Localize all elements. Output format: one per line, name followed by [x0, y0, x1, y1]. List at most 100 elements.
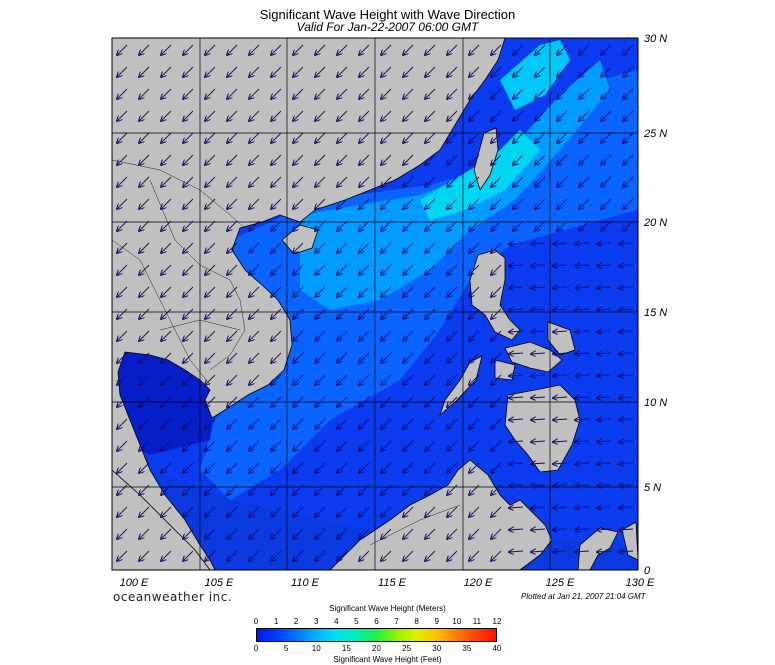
wave-arrow	[557, 132, 568, 143]
wave-arrow	[183, 396, 194, 407]
wave-arrow	[293, 484, 304, 495]
wave-arrow	[271, 374, 282, 385]
wave-arrow	[315, 330, 326, 341]
wave-arrow	[597, 507, 612, 508]
wave-arrow	[139, 308, 150, 319]
wave-arrow	[315, 550, 326, 561]
wave-arrow	[183, 462, 194, 473]
wave-arrow	[183, 44, 194, 55]
wave-arrow	[381, 44, 392, 55]
wave-arrow	[447, 220, 458, 231]
wave-zone-low-south	[112, 470, 638, 570]
wave-arrow	[575, 331, 590, 332]
colorbar-feet-tick: 15	[341, 644, 351, 653]
map-subtitle: Valid For Jan-22-2007 06:00 GMT	[296, 20, 479, 34]
wave-arrow	[579, 198, 590, 209]
plotted-timestamp: Plotted at Jan 21, 2007 21:04 GMT	[521, 592, 646, 601]
wave-arrow	[579, 110, 590, 121]
wave-arrow	[553, 441, 568, 442]
wave-arrow	[205, 374, 216, 385]
lon-label: 110 E	[291, 577, 320, 589]
wave-arrow	[161, 484, 172, 495]
wave-arrow	[509, 507, 524, 508]
wave-arrow	[535, 66, 546, 77]
wave-arrow	[161, 440, 172, 451]
colorbar-meter-tick: 1	[273, 617, 279, 626]
wave-arrow	[337, 374, 348, 385]
halmahera-island	[621, 521, 638, 561]
wave-arrow	[139, 418, 150, 429]
wave-arrow	[337, 484, 348, 495]
lon-label: 125 E	[546, 577, 575, 589]
wave-arrow	[575, 463, 590, 464]
wave-arrow	[359, 440, 370, 451]
wave-arrow	[249, 528, 260, 539]
wave-arrow	[161, 88, 172, 99]
wave-arrow	[337, 198, 348, 209]
wave-arrow	[509, 551, 524, 552]
wave-arrow	[227, 242, 238, 253]
wave-arrow	[205, 308, 216, 319]
wave-arrow	[227, 352, 238, 363]
wave-arrow	[403, 396, 414, 407]
wave-arrow	[249, 242, 260, 253]
wave-arrow	[183, 66, 194, 77]
lat-label: 5 N	[644, 482, 661, 494]
wave-arrow	[227, 418, 238, 429]
wave-arrow	[619, 397, 634, 398]
wave-arrow	[381, 242, 392, 253]
wave-arrow	[597, 463, 612, 464]
wave-arrow	[293, 550, 304, 561]
wave-arrow	[531, 529, 546, 530]
wave-arrow	[535, 44, 546, 55]
wave-arrow	[359, 374, 370, 385]
wave-arrow	[531, 331, 546, 332]
wave-arrow	[139, 462, 150, 473]
wave-arrow	[359, 484, 370, 495]
wave-arrow	[381, 462, 392, 473]
wave-arrow	[117, 110, 128, 121]
colorbar-feet-tick: 20	[372, 644, 381, 653]
wave-arrow	[557, 154, 568, 165]
wave-arrow	[447, 330, 458, 341]
wave-arrow	[337, 550, 348, 561]
wave-arrow	[227, 374, 238, 385]
wave-arrow	[619, 243, 634, 244]
wave-arrow	[469, 176, 480, 187]
wave-arrow	[619, 441, 634, 442]
wave-arrow	[597, 243, 612, 244]
wave-arrow	[293, 110, 304, 121]
wave-arrow	[619, 331, 634, 332]
wave-arrow	[161, 352, 172, 363]
wave-arrow	[271, 110, 282, 121]
wave-arrow	[491, 110, 502, 121]
wave-arrow	[381, 286, 392, 297]
wave-arrow	[205, 264, 216, 275]
wave-arrow	[271, 484, 282, 495]
wave-arrow	[491, 242, 502, 253]
wave-arrow	[491, 220, 502, 231]
wave-arrow	[359, 352, 370, 363]
lat-label: 20 N	[643, 217, 667, 229]
wave-arrow	[447, 506, 458, 517]
wave-arrow	[469, 242, 480, 253]
wave-arrow	[381, 330, 392, 341]
wave-arrow	[575, 485, 590, 486]
wave-arrow	[227, 440, 238, 451]
wave-arrow	[381, 110, 392, 121]
latitude-labels: 30 N 25 N 20 N 15 N 10 N 5 N 0	[643, 33, 667, 577]
wave-arrow	[315, 374, 326, 385]
wave-arrow	[183, 88, 194, 99]
wave-arrow	[293, 396, 304, 407]
wave-arrow	[249, 374, 260, 385]
wave-arrow	[161, 220, 172, 231]
wave-arrow	[359, 66, 370, 77]
wave-arrow	[513, 198, 524, 209]
wave-arrow	[161, 550, 172, 561]
wave-arrow	[425, 220, 436, 231]
wave-arrow	[491, 462, 502, 473]
wave-arrow	[425, 462, 436, 473]
wave-arrow	[619, 265, 634, 266]
wave-arrow	[597, 265, 612, 266]
colorbar-feet-tick: 40	[492, 644, 502, 653]
